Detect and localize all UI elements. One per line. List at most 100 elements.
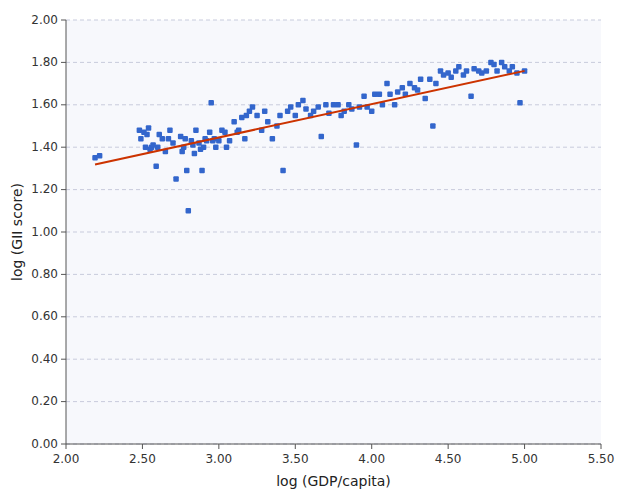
grid-line (66, 274, 601, 275)
point (377, 91, 383, 97)
point (392, 102, 398, 108)
point (193, 127, 199, 132)
point (213, 144, 219, 150)
point (201, 144, 207, 150)
point (319, 134, 325, 140)
point (97, 153, 103, 159)
point (227, 138, 233, 144)
point (303, 106, 309, 112)
tick-label: 1.00 (31, 225, 58, 239)
grid-line (66, 20, 601, 21)
tick-label: 2.50 (129, 452, 156, 466)
point (224, 144, 230, 150)
point (216, 138, 222, 144)
tick-label: 5.00 (511, 452, 538, 466)
point (262, 108, 268, 114)
point (415, 87, 421, 93)
point (254, 113, 259, 119)
point (144, 132, 150, 138)
tick-mark (61, 20, 66, 21)
tick-label: 4.00 (358, 452, 385, 466)
point (464, 68, 470, 74)
point (186, 208, 192, 214)
point (170, 140, 176, 146)
point (207, 130, 213, 136)
y-axis-line (66, 20, 67, 444)
point (369, 108, 375, 114)
point (277, 113, 283, 119)
point (231, 119, 237, 125)
tick-mark (218, 444, 219, 449)
point (242, 136, 248, 142)
point (153, 164, 159, 170)
tick-mark (61, 444, 66, 445)
point (265, 119, 271, 125)
tick-mark (61, 316, 66, 317)
point (335, 102, 341, 108)
point (146, 125, 152, 130)
point (222, 130, 228, 136)
y-axis-label: log (GII score) (9, 183, 25, 281)
tick-label: 1.20 (31, 182, 58, 196)
tick-label: 3.50 (282, 452, 309, 466)
grid-line (66, 444, 601, 445)
point (315, 104, 321, 110)
tick-mark (61, 62, 66, 63)
tick-mark (601, 444, 602, 449)
tick-label: 1.60 (31, 97, 58, 111)
y-axis: 0.000.200.400.600.801.001.201.401.601.80… (31, 13, 601, 451)
point (311, 108, 317, 114)
point (250, 104, 256, 110)
tick-mark (61, 359, 66, 360)
point (468, 94, 474, 100)
tick-mark (371, 444, 372, 449)
tick-mark (61, 401, 66, 402)
point (270, 136, 276, 142)
grid-line (66, 359, 601, 360)
point (166, 136, 172, 142)
tick-label: 0.20 (31, 394, 58, 408)
point (293, 113, 299, 119)
tick-label: 0.60 (31, 309, 58, 323)
point (288, 104, 294, 110)
tick-label: 5.50 (588, 452, 615, 466)
point (491, 62, 497, 68)
point (510, 64, 516, 70)
point (407, 81, 413, 87)
tick-label: 3.00 (205, 452, 232, 466)
point (517, 100, 523, 106)
regression-line (95, 71, 525, 165)
point (433, 81, 439, 87)
tick-label: 2.00 (31, 13, 58, 27)
tick-mark (295, 444, 296, 449)
tick-label: 1.80 (31, 55, 58, 69)
point (323, 102, 329, 108)
point (395, 89, 401, 95)
point (296, 102, 302, 108)
grid-line (66, 401, 601, 402)
point (182, 136, 188, 142)
x-axis: 2.002.503.003.504.004.505.005.50 (53, 444, 615, 466)
tick-mark (61, 147, 66, 148)
point (167, 127, 173, 132)
point (300, 98, 306, 104)
point (400, 85, 406, 91)
grid-line (66, 62, 601, 63)
tick-label: 0.00 (31, 437, 58, 451)
point (199, 168, 205, 174)
tick-label: 0.40 (31, 352, 58, 366)
tick-mark (142, 444, 143, 449)
chart: 0.000.200.400.600.801.001.201.401.601.80… (0, 0, 625, 500)
tick-label: 4.50 (435, 452, 462, 466)
marks (92, 60, 527, 214)
point (418, 77, 424, 83)
point (494, 68, 500, 74)
tick-mark (448, 444, 449, 449)
point (361, 94, 367, 100)
tick-mark (61, 274, 66, 275)
point (155, 144, 161, 150)
point (502, 64, 508, 70)
tick-label: 0.80 (31, 267, 58, 281)
point (192, 151, 198, 157)
x-axis-label: log (GDP/capita) (276, 473, 391, 489)
